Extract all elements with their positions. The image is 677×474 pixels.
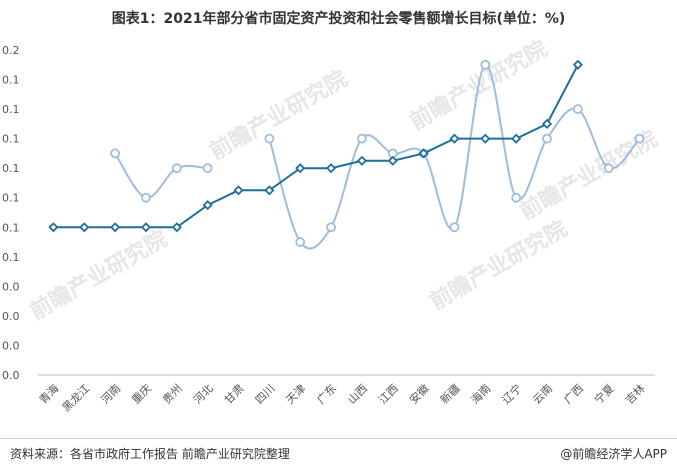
series-2-point-9 [326,222,336,233]
series-2-point-2 [110,148,121,159]
x-tick-label-15: 辽宁 [499,381,524,406]
series-1-point-3 [140,222,152,233]
series-1-point-4 [171,222,182,233]
series-2-line-0 [114,152,208,199]
series-1-line-0 [53,64,579,229]
x-tick-label-6: 甘肃 [222,382,247,407]
series-1-point-5 [202,200,213,211]
series-1-point-15 [511,133,522,144]
y-tick-label-8: 0.1 [2,133,20,146]
series-1-point-0 [48,222,59,233]
y-tick-label-10: 0.1 [2,74,20,87]
watermark-3: 前瞻产业研究院 [25,226,171,326]
y-tick-label-3: 0.0 [2,280,20,293]
y-tick-label-5: 0.1 [2,221,20,234]
series-2-point-10 [357,133,367,144]
series-2-point-3 [141,192,151,203]
x-tick-label-11: 江西 [376,382,401,407]
series-layer [48,59,645,250]
series-1-point-10 [356,155,367,166]
series-2-point-19 [634,133,645,144]
footer: 资料来源：各省市政府工作报告 前瞻产业研究院整理 @前瞻经济学人APP [0,438,677,474]
series-2-point-17 [572,104,583,114]
x-tick-label-18: 宁夏 [591,381,616,406]
series-1-point-17 [572,59,583,70]
x-tick-label-2: 河南 [98,382,123,407]
x-tick-label-4: 贵州 [160,382,185,407]
y-tick-label-0: 0.0 [2,369,20,382]
x-tick-label-17: 广西 [561,382,586,407]
x-tick-label-14: 海南 [468,381,493,406]
brand-label: @前瞻经济学人APP [560,447,667,461]
y-tick-label-9: 0.1 [2,103,20,116]
x-tick-label-0: 青海 [36,381,61,406]
series-2-point-18 [603,163,614,174]
x-tick-label-7: 四川 [253,382,278,407]
x-tick-label-9: 广东 [314,382,339,407]
x-tick-label-12: 安徽 [406,381,431,406]
y-tick-label-6: 0.1 [2,192,20,205]
series-2-point-8 [295,237,306,247]
x-axis: 青海黑龙江 河南 重庆 贵州 河北 甘肃 四川 天津 广东 山西 江西 安徽 新疆 海南 辽宁 云南 广西 宁夏吉… [36,374,655,415]
series-1-point-14 [480,133,491,144]
y-tick-label-2: 0.0 [2,310,20,323]
series-1-point-1 [79,222,90,233]
series-1-point-12 [418,148,429,159]
x-tick-label-16: 云南 [530,382,555,407]
series-2-point-16 [542,133,552,144]
line-chart: 前瞻产业研究院 前瞻产业研究院 前瞻产业研究院 前瞻产业研究院 前瞻产业研究院 … [2,36,662,415]
watermark-1: 前瞻产业研究院 [205,66,351,166]
y-tick-label-4: 0.1 [2,251,20,264]
series-1-point-2 [110,222,121,233]
series-2-point-15 [511,192,522,203]
x-tick-label-3: 重庆 [129,381,154,406]
x-tick-label-10: 山西 [345,382,370,407]
chart-title: 图表1：2021年部分省市固定资产投资和社会零售额增长目标(单位：%) [111,11,566,27]
series-1-point-9 [326,163,337,174]
series-1-point-11 [387,155,398,166]
y-tick-label-1: 0.0 [2,339,20,352]
source-note: 资料来源：各省市政府工作报告 前瞻产业研究院整理 [10,447,290,461]
y-tick-label-7: 0.1 [2,162,20,175]
series-2-point-14 [480,59,491,70]
x-tick-label-13: 新疆 [437,381,462,406]
series-2-point-7 [264,133,275,144]
series-1-point-8 [295,163,306,174]
series-1-point-6 [233,185,244,196]
watermark-4: 前瞻产业研究院 [425,216,571,316]
watermark-layer: 前瞻产业研究院 前瞻产业研究院 前瞻产业研究院 前瞻产业研究院 前瞻产业研究院 [25,36,661,326]
y-axis: 0.0 0.0 0.0 0.0 0.1 0.1 0.1 0.1 0.1 0.1 0.1 0.2 [2,44,20,382]
x-tick-label-8: 天津 [284,382,309,407]
series-2-point-5 [202,163,213,174]
y-tick-label-11: 0.2 [2,44,20,57]
series-1-point-16 [541,118,553,129]
x-tick-label-1: 黑龙江 [60,382,93,415]
series-2-point-13 [449,222,460,233]
series-1-point-7 [264,185,275,196]
x-tick-label-19: 吉林 [622,381,647,406]
series-2-point-4 [171,163,182,174]
series-1-point-13 [449,133,460,144]
x-tick-label-5: 河北 [191,382,216,407]
